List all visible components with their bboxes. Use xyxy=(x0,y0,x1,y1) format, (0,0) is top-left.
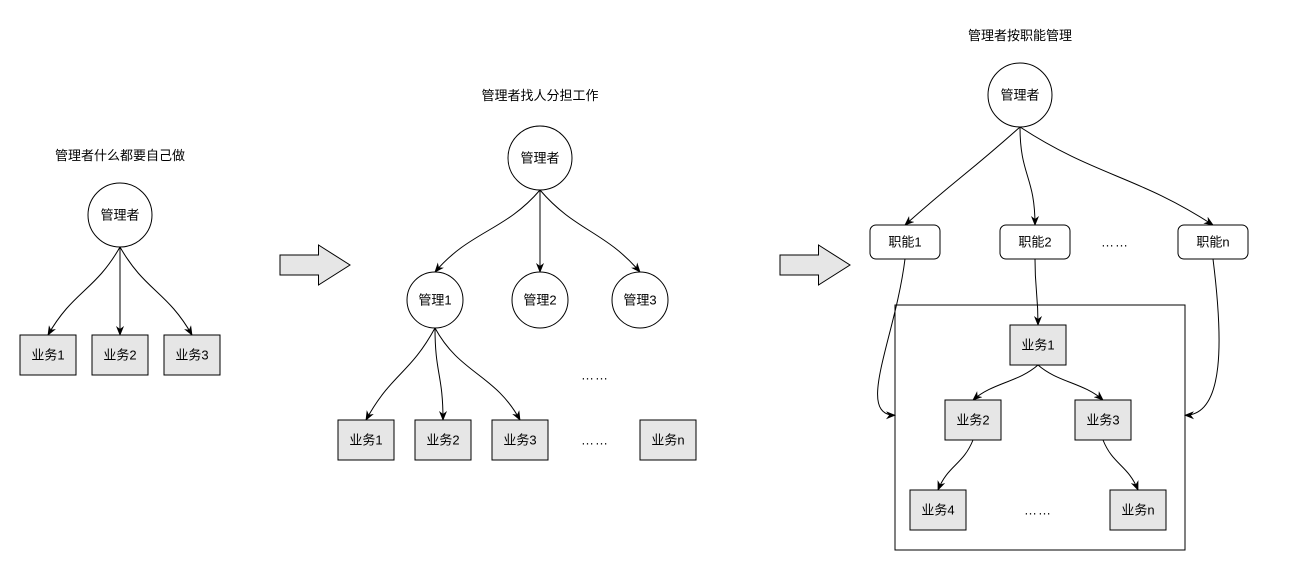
node-label: 管理1 xyxy=(418,293,451,308)
node-r_b1_3: 业务3 xyxy=(164,335,220,375)
diagram-canvas: 管理者业务1 业务2 业务3 管理者管理1 管理2 管理3 业务1 业务2 业务3 业务n 管理者职… xyxy=(0,0,1291,573)
node-r_b1_1: 业务1 xyxy=(20,335,76,375)
edge xyxy=(435,190,540,272)
edge xyxy=(1103,440,1138,490)
ellipsis: …… xyxy=(581,433,609,448)
node-label: 业务3 xyxy=(503,433,536,448)
node-label: 管理者 xyxy=(1000,88,1039,103)
edge xyxy=(540,190,640,272)
node-label: 业务1 xyxy=(1021,338,1054,353)
node-label: 业务2 xyxy=(426,433,459,448)
node-label: 业务n xyxy=(1121,503,1154,518)
node-label: 职能1 xyxy=(888,235,921,250)
node-r_p4: 业务4 xyxy=(910,490,966,530)
edge xyxy=(1020,127,1035,225)
node-c_mgr1: 管理者 xyxy=(88,183,152,247)
node-c_mgr2: 管理者 xyxy=(508,126,572,190)
edge-side xyxy=(1185,259,1219,415)
node-label: 业务1 xyxy=(349,433,382,448)
edge xyxy=(938,440,973,490)
node-r_b2_3: 业务3 xyxy=(492,420,548,460)
node-label: 管理者 xyxy=(520,151,559,166)
node-label: 业务3 xyxy=(175,348,208,363)
transition-arrow xyxy=(780,245,850,285)
node-c_m22: 管理2 xyxy=(512,272,568,328)
node-r_f2: 职能2 xyxy=(1000,225,1070,259)
node-r_p3: 业务3 xyxy=(1075,400,1131,440)
node-label: 管理2 xyxy=(523,293,556,308)
node-label: 业务2 xyxy=(956,413,989,428)
node-label: 业务1 xyxy=(31,348,64,363)
node-label: 业务3 xyxy=(1086,413,1119,428)
node-r_b2_1: 业务1 xyxy=(338,420,394,460)
edge xyxy=(435,328,443,420)
ellipsis: …… xyxy=(1101,235,1129,250)
node-r_b2_2: 业务2 xyxy=(415,420,471,460)
edge xyxy=(973,365,1038,400)
node-r_f1: 职能1 xyxy=(870,225,940,259)
edge xyxy=(366,328,435,420)
edge xyxy=(1038,365,1103,400)
node-r_b2_n: 业务n xyxy=(640,420,696,460)
node-c_mgr3: 管理者 xyxy=(988,63,1052,127)
transition-arrow xyxy=(280,245,350,285)
ellipsis: …… xyxy=(581,368,609,383)
node-r_p1: 业务1 xyxy=(1010,325,1066,365)
node-label: 业务2 xyxy=(103,348,136,363)
node-c_m23: 管理3 xyxy=(612,272,668,328)
node-r_b1_2: 业务2 xyxy=(92,335,148,375)
ellipsis: …… xyxy=(1024,503,1052,518)
node-label: 管理3 xyxy=(623,293,656,308)
edge xyxy=(435,328,520,420)
node-label: 职能2 xyxy=(1018,235,1051,250)
edge xyxy=(1020,127,1213,225)
edge xyxy=(905,127,1020,225)
edge xyxy=(48,247,120,335)
node-label: 业务n xyxy=(651,433,684,448)
node-label: 管理者 xyxy=(100,208,139,223)
title-t1: 管理者什么都要自己做 xyxy=(55,148,185,163)
node-label: 职能n xyxy=(1196,235,1229,250)
node-label: 业务4 xyxy=(921,503,954,518)
node-r_pn: 业务n xyxy=(1110,490,1166,530)
node-r_fn: 职能n xyxy=(1178,225,1248,259)
title-t3: 管理者按职能管理 xyxy=(968,28,1072,43)
title-t2: 管理者找人分担工作 xyxy=(481,88,598,103)
edge xyxy=(120,247,192,335)
edge-side xyxy=(878,259,905,415)
edge xyxy=(1035,259,1038,325)
node-r_p2: 业务2 xyxy=(945,400,1001,440)
node-c_m21: 管理1 xyxy=(407,272,463,328)
